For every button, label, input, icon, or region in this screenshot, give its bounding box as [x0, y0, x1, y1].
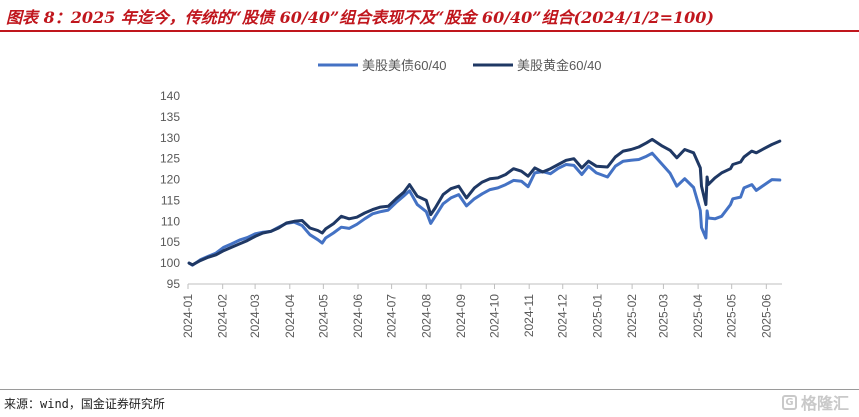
x-tick-label: 2024-11: [522, 294, 536, 337]
x-tick-label: 2024-12: [556, 294, 570, 338]
x-tick-label: 2024-06: [351, 294, 365, 338]
x-tick-label: 2025-01: [590, 294, 604, 338]
chart-title: 图表 8：2025 年迄今，传统的“股债 60/40”组合表现不及“股金 60/…: [6, 8, 714, 27]
legend: 美股美债60/40 美股黄金60/40: [318, 58, 602, 73]
y-tick-label: 120: [160, 173, 180, 187]
y-tick-label: 105: [160, 235, 180, 249]
x-tick-label: 2025-05: [725, 294, 739, 338]
series-line-stock-bond: [187, 151, 782, 267]
x-tick-label: 2024-01: [181, 294, 195, 338]
x-tick-label: 2025-06: [759, 294, 773, 338]
watermark-logo-icon: G: [781, 394, 797, 410]
x-tick-label: 2024-08: [419, 294, 433, 338]
source-note: 来源：wind，国金证券研究所: [4, 397, 165, 411]
x-tick-label: 2025-02: [625, 294, 639, 338]
legend-label: 美股黄金60/40: [517, 58, 602, 73]
x-tick-label: 2024-05: [316, 294, 330, 338]
title-divider: [0, 30, 859, 32]
x-tick-label: 2025-03: [656, 294, 670, 338]
y-tick-label: 95: [167, 277, 181, 291]
x-tick-label: 2024-09: [454, 294, 468, 338]
x-tick-label: 2024-04: [283, 294, 297, 338]
x-axis: 2024-01 2024-02 2024-03 2024-04 2024-05 2024-…: [181, 283, 782, 338]
y-axis: 95 100 105 110 115 120 125 130 135 140: [160, 89, 180, 291]
legend-label: 美股美债60/40: [362, 58, 447, 73]
x-tick-label: 2025-04: [691, 294, 705, 338]
y-tick-label: 140: [160, 89, 180, 103]
y-tick-label: 110: [161, 214, 180, 228]
line-chart: 美股美债60/40 美股黄金60/40 95 100 105 110 115 120 125 1…: [160, 58, 782, 338]
x-tick-label: 2024-07: [385, 294, 399, 338]
watermark-text: 格隆汇: [800, 394, 849, 413]
footer-divider: [0, 389, 859, 390]
y-tick-label: 100: [160, 256, 180, 270]
title-bar: 图表 8：2025 年迄今，传统的“股债 60/40”组合表现不及“股金 60/…: [0, 0, 859, 33]
x-tick-label: 2024-02: [216, 294, 230, 338]
y-tick-label: 130: [160, 131, 180, 145]
y-tick-label: 115: [161, 193, 180, 207]
y-tick-label: 125: [160, 152, 180, 166]
series-line-stock-gold: [187, 137, 782, 267]
series-layer: [187, 137, 782, 267]
watermark: G 格隆汇: [781, 390, 849, 414]
y-tick-label: 135: [160, 110, 180, 124]
x-tick-label: 2024-03: [248, 294, 262, 338]
x-tick-label: 2024-10: [488, 294, 502, 338]
